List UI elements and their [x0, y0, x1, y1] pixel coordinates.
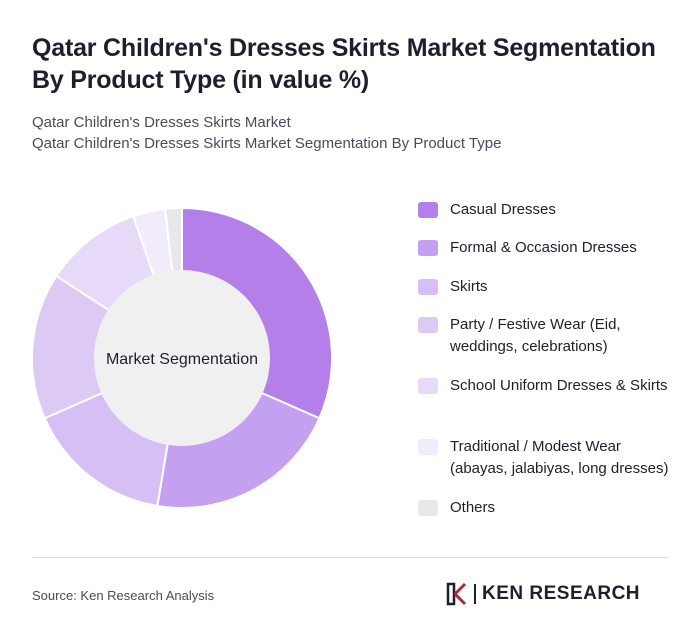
legend-label: Party / Festive Wear (Eid, weddings, cel…	[450, 314, 678, 358]
legend-item: Others	[418, 497, 678, 519]
footer-divider	[32, 557, 668, 558]
legend-label: Others	[450, 497, 495, 519]
legend-label: Traditional / Modest Wear (abayas, jalab…	[450, 436, 678, 480]
legend-label: School Uniform Dresses & Skirts	[450, 375, 668, 397]
legend-swatch	[418, 202, 438, 218]
legend-item: School Uniform Dresses & Skirts	[418, 375, 678, 397]
ken-research-logo: KEN RESEARCH	[446, 582, 640, 606]
legend-swatch	[418, 240, 438, 256]
donut-center-label: Market Segmentation	[106, 351, 258, 368]
chart-subtitle-segmentation: Qatar Children's Dresses Skirts Market S…	[32, 134, 672, 154]
logo-separator	[474, 584, 476, 604]
chart-subtitle-market: Qatar Children's Dresses Skirts Market	[32, 113, 672, 133]
legend-label: Skirts	[450, 276, 488, 298]
legend-swatch	[418, 439, 438, 455]
legend-item: Casual Dresses	[418, 199, 678, 221]
legend-swatch	[418, 279, 438, 295]
legend-swatch	[418, 500, 438, 516]
donut-chart: Market Segmentation	[0, 180, 370, 540]
ken-research-logo-text: KEN RESEARCH	[482, 583, 640, 605]
legend-item: Skirts	[418, 276, 678, 298]
legend-label: Casual Dresses	[450, 199, 556, 221]
legend-item: Traditional / Modest Wear (abayas, jalab…	[418, 436, 678, 480]
legend-label: Formal & Occasion Dresses	[450, 237, 637, 259]
legend-item: Formal & Occasion Dresses	[418, 237, 678, 259]
chart-title: Qatar Children's Dresses Skirts Market S…	[32, 32, 672, 96]
legend-swatch	[418, 378, 438, 394]
ken-research-logo-icon	[446, 582, 468, 606]
legend-swatch	[418, 317, 438, 333]
legend-item: Party / Festive Wear (Eid, weddings, cel…	[418, 314, 678, 358]
source-note: Source: Ken Research Analysis	[32, 588, 214, 603]
